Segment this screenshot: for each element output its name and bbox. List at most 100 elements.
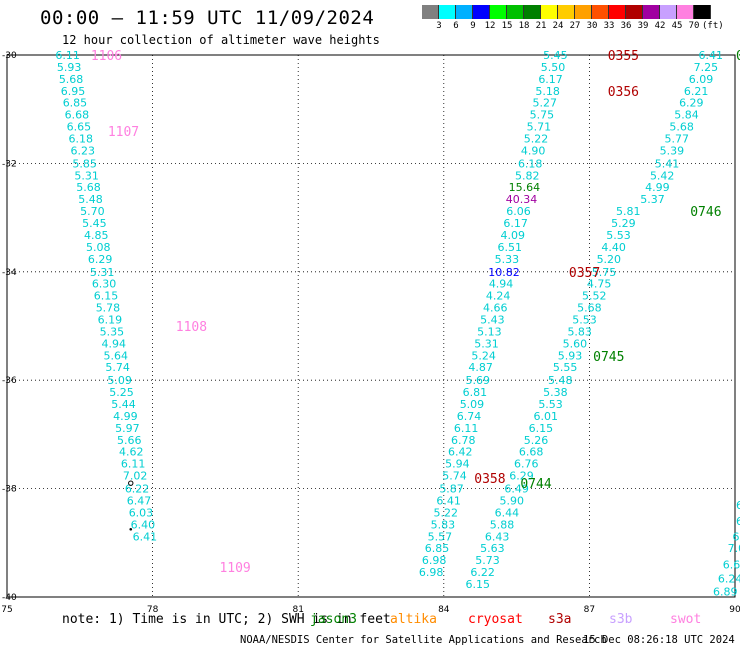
swh-value: 6.42: [448, 446, 473, 459]
colorbar-tick-label: 15: [501, 21, 513, 31]
swh-value: 5.57: [428, 530, 453, 543]
pass-time-label: 0358: [474, 472, 505, 487]
colorbar-swatch: [507, 5, 524, 19]
colorbar-swatch: [592, 5, 609, 19]
mission-label-jason3: jason3: [310, 612, 357, 627]
swh-value: 6.15: [466, 578, 491, 591]
swh-value: 6.68: [65, 109, 90, 122]
swh-value: 5.68: [59, 73, 84, 86]
swh-value: 5.63: [480, 542, 505, 555]
pass-time-label: 0: [736, 49, 740, 64]
colorbar-tick-label: 3: [436, 21, 442, 31]
x-tick-label: 81: [292, 605, 303, 615]
colorbar-swatch: [456, 5, 473, 19]
swh-value: 6.17: [538, 73, 563, 86]
chart-subtitle: 12 hour collection of altimeter wave hei…: [62, 33, 380, 47]
swh-value: 5.75: [592, 266, 617, 279]
mission-label-s3a: s3a: [548, 612, 572, 627]
swh-value: 5.90: [499, 495, 524, 508]
swh-value: 40.34: [506, 193, 538, 206]
swh-value: 5.26: [524, 434, 549, 447]
swh-value: 6.51: [498, 241, 523, 254]
swh-value: 6.30: [92, 278, 117, 291]
swh-value: 5.22: [433, 506, 458, 519]
swh-value: 5.94: [445, 458, 470, 471]
colorbar-tick-label: 70: [688, 21, 700, 31]
swh-value: 6.98: [419, 566, 444, 579]
y-tick-label: -38: [2, 485, 17, 495]
swh-value: 6.65: [67, 121, 92, 134]
colorbar-swatch: [575, 5, 592, 19]
colorbar-tick-label: 6: [453, 21, 459, 31]
pass-time-label: 1106: [91, 49, 122, 64]
swh-value: 5.60: [563, 337, 588, 350]
swh-value: 6.41: [436, 495, 461, 508]
colorbar-tick-label: 39: [637, 21, 649, 31]
data-points: 6.115.935.686.956.856.686.656.186.235.85…: [55, 49, 740, 599]
swh-value: 6.11: [55, 49, 80, 62]
swh-value: 6.74: [457, 410, 482, 423]
swh-value: 5.39: [660, 144, 685, 157]
colorbar-labels: 3 6 9 12 15 18 21 24 27 30 33 36 39 42 45 70 (ft): [422, 21, 740, 33]
swh-value: 5.13: [477, 325, 502, 338]
pass-time-labels: 1106 1107 1108 1109 0355 0356 0357 0358 0 0746 074…: [91, 49, 740, 576]
swh-value: 5.53: [538, 398, 563, 411]
x-tick-label: 84: [438, 605, 450, 615]
swh-value: 5.68: [669, 121, 694, 134]
swh-value: 10.82: [488, 266, 520, 279]
swh-value: 5.08: [86, 241, 111, 254]
y-tick-label: -32: [2, 159, 17, 169]
swh-value: 6.98: [422, 554, 447, 567]
swh-value: 6.29: [679, 97, 704, 110]
swh-value: 6.67: [723, 558, 740, 571]
swh-value: 5.68: [76, 181, 101, 194]
y-tick-label: -30: [2, 51, 17, 61]
swh-value: 4.62: [119, 446, 144, 459]
mission-label-s3b: s3b: [609, 612, 633, 627]
swh-value: 5.64: [103, 349, 128, 362]
swh-value: 6.85: [63, 97, 88, 110]
swh-value: 4.40: [601, 241, 626, 254]
swh-value: 5.70: [80, 205, 105, 218]
pass-time-label: 0357: [569, 266, 600, 281]
colorbar-swatch: [677, 5, 694, 19]
swh-value: 6.19: [98, 313, 123, 326]
swh-value: 6.85: [425, 542, 450, 555]
swh-value: 6.11: [454, 422, 479, 435]
swh-value: 6.23: [70, 144, 95, 157]
swh-value: 6.78: [451, 434, 476, 447]
colorbar-swatch: [473, 5, 490, 19]
swh-value: 5.73: [475, 554, 500, 567]
swh-value: 4.99: [645, 181, 670, 194]
mission-label-swot: swot: [670, 612, 702, 627]
swh-value: 6.03: [129, 506, 154, 519]
footer-note: note: 1) Time is in UTC; 2) SWH is in fe…: [62, 612, 391, 627]
y-tick-label: -34: [2, 268, 17, 278]
swh-value: 6.5: [736, 499, 740, 512]
swh-value: 6.57: [732, 530, 740, 543]
swh-value: 4.87: [468, 361, 493, 374]
swh-value: 5.09: [460, 398, 485, 411]
y-tick-label: -36: [2, 376, 17, 386]
swh-value: 5.55: [553, 361, 578, 374]
swh-value: 5.31: [74, 169, 99, 182]
colorbar-tick-label: (ft): [702, 21, 724, 31]
swh-value: 5.48: [78, 193, 103, 206]
swh-value: 5.25: [109, 386, 134, 399]
colorbar-swatch: [541, 5, 558, 19]
colorbar-swatch: [626, 5, 643, 19]
swh-value: 5.52: [582, 290, 607, 303]
colorbar-swatch: [422, 5, 439, 19]
pass-time-label: 0746: [690, 205, 721, 220]
swh-value: 4.90: [521, 144, 546, 157]
swh-value: 5.29: [611, 217, 636, 230]
swh-value: 7.02: [123, 470, 148, 483]
swh-value: 5.45: [82, 217, 107, 230]
swh-value: 6.47: [127, 495, 152, 508]
swh-value: 4.24: [486, 290, 511, 303]
colorbar-tick-label: 42: [654, 21, 666, 31]
swh-value: 6.43: [485, 530, 510, 543]
colorbar-tick-label: 24: [552, 21, 564, 31]
swh-value: 6.95: [61, 85, 86, 98]
colorbar-tick-label: 27: [569, 21, 581, 31]
